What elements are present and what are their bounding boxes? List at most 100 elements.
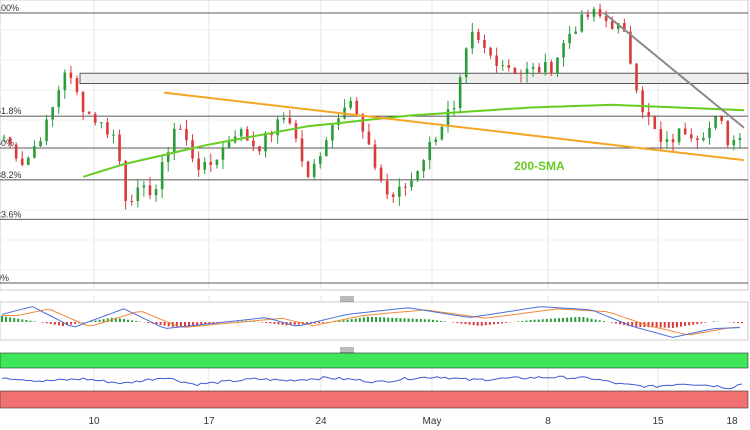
candle-body-85	[519, 73, 523, 75]
candle-body-1	[8, 137, 12, 145]
candle-body-51	[312, 163, 316, 177]
price-panel: 0% 23.6% 38.2% 50% 61.8% 100% 200-SMA	[0, 0, 749, 291]
candle-body-33	[203, 161, 207, 170]
candle-body-35	[215, 159, 219, 165]
candle-body-30	[185, 128, 188, 141]
x-tick-label-2: 24	[315, 416, 327, 427]
splitter-macd-rsi[interactable]	[340, 347, 354, 353]
candle-body-59	[361, 114, 365, 132]
candle-body-104	[635, 63, 638, 91]
candle-body-45	[276, 119, 279, 136]
candle-body-32	[197, 158, 200, 170]
candle-body-71	[434, 139, 438, 143]
support-trendline	[163, 91, 745, 162]
candle-body-91	[556, 57, 559, 74]
candle-body-8	[51, 106, 54, 120]
candle-body-18	[112, 134, 115, 136]
panel-splitters[interactable]	[340, 296, 354, 353]
candle-body-21	[130, 200, 134, 202]
rsi-overbought-band	[0, 352, 749, 369]
candle-body-106	[647, 112, 650, 117]
candle-body-57	[349, 100, 352, 108]
fib-label-2: 38.2%	[0, 170, 22, 180]
candle-body-78	[477, 31, 480, 40]
candle-body-6	[39, 141, 42, 147]
candle-body-118	[720, 116, 723, 121]
candle-body-77	[471, 31, 474, 49]
candle-body-111	[677, 128, 681, 143]
candle-body-4	[27, 157, 30, 165]
candle-body-75	[458, 77, 462, 109]
x-tick-label-0: 10	[88, 416, 100, 427]
candle-body-67	[410, 180, 413, 188]
candle-body-64	[391, 194, 395, 197]
candle-body-95	[580, 14, 584, 32]
candle-body-87	[531, 67, 535, 69]
candle-body-113	[689, 134, 693, 139]
candle-body-102	[623, 23, 626, 32]
candle-body-19	[118, 134, 121, 162]
candle-body-47	[288, 117, 292, 124]
candle-body-58	[355, 100, 359, 115]
candle-body-70	[428, 142, 432, 161]
candle-body-15	[93, 113, 97, 123]
candle-body-17	[106, 122, 109, 135]
macd-signal-line	[2, 308, 740, 336]
candle-body-105	[641, 90, 644, 113]
candle-body-110	[671, 139, 675, 143]
candle-body-62	[379, 167, 383, 181]
candle-body-46	[282, 117, 286, 120]
sma200-label: 200-SMA	[514, 159, 565, 173]
candle-body-74	[452, 108, 456, 110]
candle-body-34	[209, 161, 213, 165]
fib-label-0: 0%	[0, 273, 9, 283]
rsi-panel	[0, 352, 749, 409]
candle-body-65	[398, 186, 401, 197]
candle-body-94	[574, 31, 578, 34]
x-tick-label-1: 17	[203, 416, 215, 427]
fib-label-5: 100%	[0, 3, 19, 13]
sma200-line	[83, 103, 745, 178]
candle-body-14	[87, 111, 91, 114]
candle-body-55	[337, 118, 340, 125]
fib-label-3: 50%	[0, 138, 14, 148]
candle-body-16	[100, 122, 103, 124]
candle-body-121	[738, 137, 742, 140]
candle-body-29	[179, 128, 182, 130]
candle-body-22	[136, 187, 140, 202]
candle-body-7	[45, 119, 48, 142]
candle-body-115	[702, 137, 705, 141]
candle-body-52	[318, 156, 322, 164]
candle-body-13	[81, 91, 85, 112]
candle-body-63	[385, 180, 389, 195]
candle-body-84	[513, 67, 517, 74]
macd-line	[1, 306, 740, 338]
candle-body-76	[464, 48, 468, 78]
candle-body-60	[367, 131, 371, 145]
candle-body-108	[659, 129, 663, 142]
splitter-price-macd[interactable]	[340, 296, 354, 302]
candle-body-42	[258, 146, 261, 152]
fib-label-4: 61.8%	[0, 106, 22, 116]
candle-body-20	[124, 161, 127, 201]
candle-body-73	[446, 109, 450, 127]
candle-body-0	[2, 137, 6, 139]
candle-body-40	[245, 129, 249, 141]
candle-body-89	[543, 61, 547, 73]
candle-body-119	[726, 120, 730, 146]
candle-body-86	[525, 68, 529, 74]
candle-body-116	[708, 127, 711, 138]
candle-body-107	[653, 116, 657, 130]
candle-body-96	[586, 14, 590, 17]
candle-body-68	[416, 171, 419, 181]
candle-body-54	[331, 124, 334, 141]
rsi-line	[1, 375, 743, 390]
candle-body-88	[537, 67, 541, 73]
candle-body-24	[148, 185, 152, 196]
x-tick-label-3: May	[423, 416, 442, 427]
candle-body-117	[714, 116, 717, 128]
candle-body-99	[604, 16, 608, 21]
candle-body-10	[63, 72, 67, 91]
candle-body-98	[598, 9, 602, 17]
